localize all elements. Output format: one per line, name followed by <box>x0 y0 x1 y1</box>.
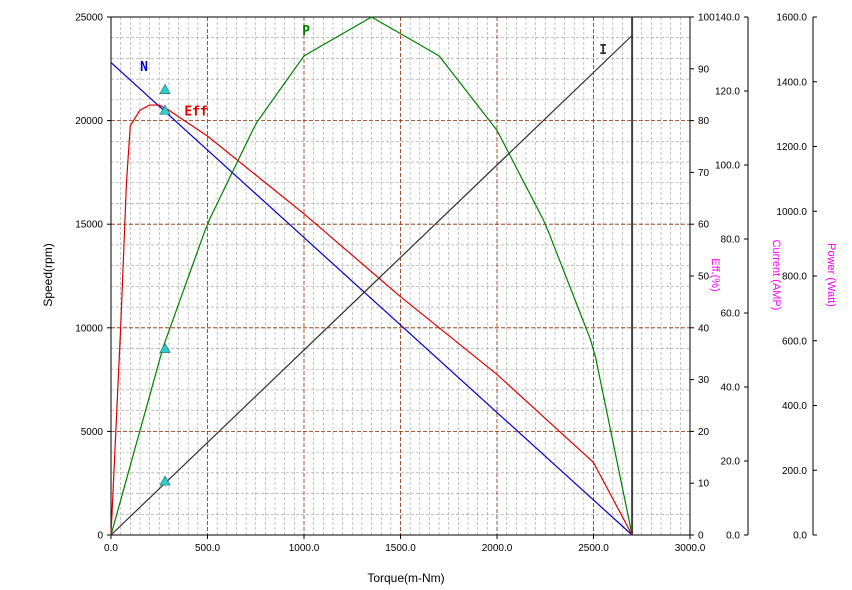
current-axis-title: Current (AMP) <box>770 240 782 311</box>
current-tick-label: 60.0 <box>721 309 741 320</box>
efficiency-tick-label: 70 <box>698 168 710 179</box>
current-tick-label: 140.0 <box>715 13 740 24</box>
efficiency-tick-label: 50 <box>698 272 710 283</box>
series-line-eff <box>110 104 633 536</box>
x-tick-label: 2500.0 <box>578 543 609 554</box>
efficiency-tick-label: 30 <box>698 375 710 386</box>
operating-point-marker <box>159 342 171 353</box>
curve-label-i: I <box>599 43 607 58</box>
current-tick-label: 20.0 <box>721 457 741 468</box>
operating-point-marker <box>159 104 171 115</box>
x-tick-label: 2000.0 <box>482 543 513 554</box>
x-tick-label: 1000.0 <box>289 543 320 554</box>
efficiency-tick-label: 90 <box>698 64 710 75</box>
efficiency-tick-label: 20 <box>698 427 710 438</box>
power-tick-label: 800.0 <box>782 272 807 283</box>
x-tick-label: 0.0 <box>104 543 118 554</box>
current-tick-label: 80.0 <box>721 235 741 246</box>
series-layer <box>110 16 634 536</box>
series-line-i <box>110 35 633 536</box>
power-tick-label: 1200.0 <box>776 142 807 153</box>
y-axis-current: 0.0 20.0 40.0 60.0 80.0 100.0 120.0 140.0 <box>715 13 749 542</box>
efficiency-tick-label: 0 <box>698 531 704 542</box>
current-tick-label: 40.0 <box>721 383 741 394</box>
y-axis-efficiency: 0 10 20 30 40 50 60 70 80 90 100 <box>690 13 715 542</box>
x-axis: 0.0 500.0 1000.0 1500.0 2000.0 2500.0 3000.0 <box>104 535 706 554</box>
x-axis-title: Torque(m-Nm) <box>367 571 444 585</box>
power-tick-label: 400.0 <box>782 401 807 412</box>
y-axis-speed: 0 5000 10000 15000 20000 25000 <box>75 13 111 542</box>
current-tick-label: 100.0 <box>715 161 740 172</box>
x-tick-label: 500.0 <box>195 543 220 554</box>
x-tick-label: 1500.0 <box>385 543 416 554</box>
efficiency-tick-label: 100 <box>698 13 715 24</box>
current-tick-label: 120.0 <box>715 87 740 98</box>
speed-tick-label: 5000 <box>81 427 104 438</box>
y-axis-power: 0.0 200.0 400.0 600.0 800.0 1000.0 1200.0 1400.… <box>776 13 817 542</box>
power-tick-label: 1400.0 <box>776 77 807 88</box>
series-line-n <box>110 62 633 536</box>
efficiency-tick-label: 80 <box>698 116 710 127</box>
curve-label-p: P <box>302 24 310 39</box>
efficiency-axis-title: Eff.(%) <box>709 258 721 291</box>
power-axis-title: Power (Watt) <box>825 243 837 307</box>
power-tick-label: 0.0 <box>793 531 807 542</box>
power-tick-label: 1000.0 <box>776 207 807 218</box>
operating-point-marker <box>159 475 171 486</box>
efficiency-tick-label: 60 <box>698 220 710 231</box>
grid-major <box>111 17 690 535</box>
speed-tick-label: 20000 <box>75 116 103 127</box>
speed-tick-label: 25000 <box>75 13 103 24</box>
curve-labels: N Eff P I <box>140 24 607 120</box>
marker-layer <box>159 83 171 486</box>
speed-tick-label: 0 <box>97 531 103 542</box>
speed-tick-label: 10000 <box>75 323 103 334</box>
power-tick-label: 1600.0 <box>776 13 807 24</box>
series-line-p <box>110 16 633 536</box>
speed-axis-title: Speed(rpm) <box>41 243 55 306</box>
speed-tick-label: 15000 <box>75 220 103 231</box>
efficiency-tick-label: 10 <box>698 479 710 490</box>
power-tick-label: 200.0 <box>782 466 807 477</box>
efficiency-tick-label: 40 <box>698 323 710 334</box>
operating-point-marker <box>159 83 171 94</box>
curve-label-eff: Eff <box>184 104 207 119</box>
curve-label-n: N <box>140 60 148 75</box>
power-tick-label: 600.0 <box>782 336 807 347</box>
x-tick-label: 3000.0 <box>675 543 706 554</box>
current-tick-label: 0.0 <box>726 531 740 542</box>
